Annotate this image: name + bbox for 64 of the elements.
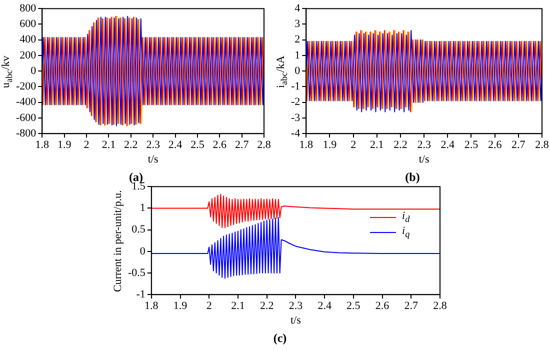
x-tick-label: 2.4	[440, 139, 456, 152]
x-tick-label: 2.2	[124, 139, 138, 152]
x-tick-label: 2.2	[260, 300, 274, 312]
y-tick-label: -1	[136, 288, 146, 300]
y-tick-label: 0.5	[132, 224, 146, 236]
x-tick-label: 2.7	[512, 139, 526, 152]
y-tick-label: -400	[16, 96, 37, 108]
x-tick-label: 2.1	[102, 139, 116, 152]
x-tick-label: 2.7	[404, 300, 419, 312]
x-tick-label: 2.1	[370, 139, 384, 152]
y-axis-title: Current in per-unit/p.u.	[112, 188, 124, 294]
x-tick-label: 2.4	[318, 300, 332, 312]
x-tick-label: 2.3	[146, 139, 160, 152]
x-tick-label: 2.8	[433, 300, 448, 312]
y-tick-label: -0.5	[128, 266, 146, 279]
y-tick-label: 4	[294, 2, 301, 14]
y-tick-label: -3	[290, 112, 301, 124]
y-tick-label: 200	[20, 49, 37, 62]
y-tick-label: 3	[294, 18, 301, 30]
x-tick-label: 2.1	[231, 300, 245, 312]
x-tick-label: 2.8	[535, 139, 550, 152]
x-tick-label: 2	[84, 139, 90, 152]
x-tick-label: 2.4	[168, 139, 183, 152]
x-axis-title: t/s	[418, 153, 430, 166]
legend-label: i$_{q}$	[402, 225, 410, 240]
y-tick-label: 1	[294, 49, 300, 62]
x-tick-label: 2.6	[488, 139, 502, 152]
text: (c)	[272, 331, 288, 346]
y-tick-label: 1	[140, 202, 146, 214]
y-tick-label: 2	[294, 34, 300, 46]
y-tick-label: 0	[294, 64, 301, 77]
y-tick-label: -600	[16, 112, 37, 124]
x-tick-label: 2.2	[394, 139, 408, 152]
text: (b)	[404, 170, 421, 185]
y-tick-label: 600	[20, 18, 37, 30]
y-tick-label: 800	[20, 2, 37, 14]
x-tick-label: 2.6	[212, 139, 228, 152]
x-tick-label: 1.8	[35, 139, 50, 152]
x-tick-label: 1.9	[57, 139, 72, 152]
x-tick-label: 1.8	[144, 300, 159, 312]
x-tick-label: 2	[206, 300, 212, 312]
x-tick-label: 1.9	[173, 300, 188, 312]
y-tick-label: 0	[30, 64, 37, 77]
x-tick-label: 2.7	[234, 139, 250, 152]
x-tick-label: 1.9	[322, 139, 338, 152]
y-tick-label: -200	[16, 80, 37, 93]
y-tick-label: -800	[16, 127, 37, 140]
x-tick-label: 2.5	[464, 139, 479, 152]
x-axis-title: t/s	[290, 314, 301, 326]
y-tick-label: -4	[290, 127, 301, 140]
x-tick-label: 2	[350, 139, 356, 152]
y-tick-label: 400	[20, 34, 37, 46]
legend-label: i$_{d}$	[402, 210, 410, 224]
x-axis-title: t/s	[148, 153, 158, 166]
x-tick-label: 2.6	[375, 300, 390, 312]
x-tick-label: 1.8	[299, 139, 314, 152]
y-tick-label: 0	[140, 245, 146, 258]
y-tick-label: -2	[290, 96, 300, 108]
x-tick-label: 2.3	[417, 139, 432, 152]
x-tick-label: 2.8	[257, 139, 272, 152]
x-tick-label: 2.5	[190, 139, 205, 152]
x-tick-label: 2.3	[288, 300, 304, 312]
y-tick-label: -1	[290, 80, 300, 93]
x-tick-label: 2.5	[346, 300, 361, 312]
